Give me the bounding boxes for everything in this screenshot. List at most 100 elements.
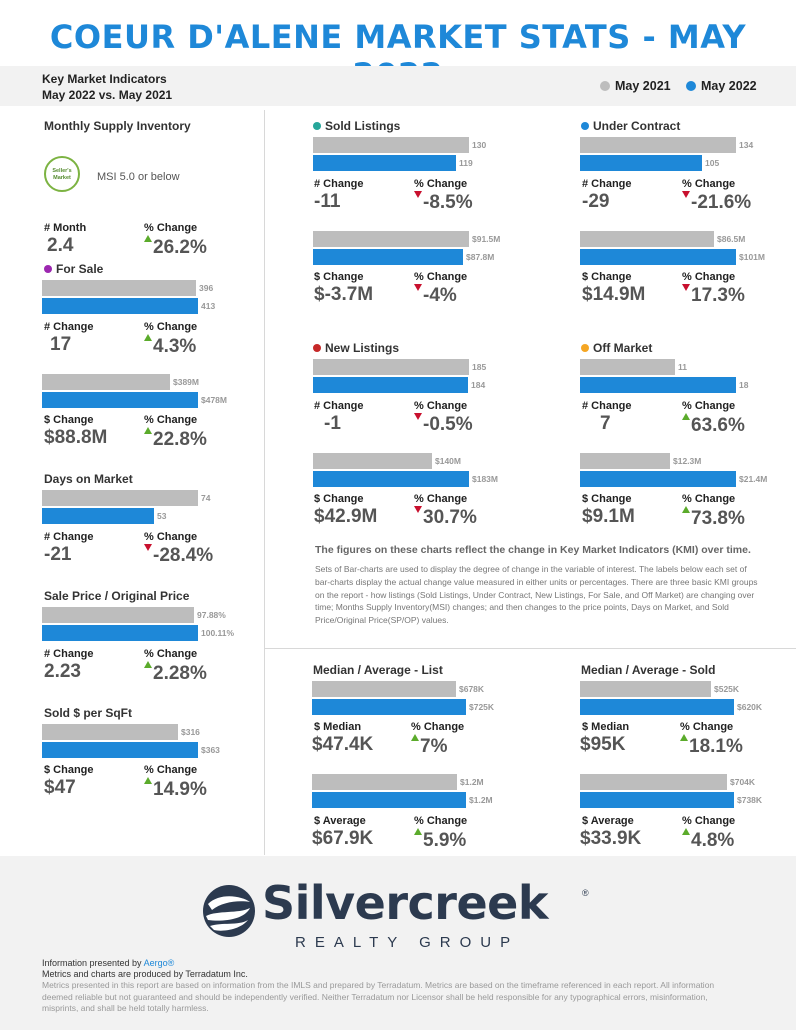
- sp-op-2022: 100.11%: [201, 628, 235, 638]
- list-avg-pct-label: % Change: [414, 815, 468, 827]
- legend-dot-2021: [600, 81, 610, 91]
- sold-dollar-bar-2022: [313, 249, 463, 265]
- sold-dollar-pct-label: % Change: [414, 271, 468, 283]
- sold-count-bar-2022: [313, 155, 456, 171]
- sold-median-bar-2021: [580, 681, 711, 697]
- badge-text: Seller's Market: [52, 168, 72, 181]
- footer: Silvercreek ® REALTY GROUP Information p…: [0, 856, 796, 1030]
- for-sale-dollar-bar-2021: [42, 374, 170, 390]
- nl-dollar-bar-2022: [313, 471, 469, 487]
- dom-title: Days on Market: [44, 472, 133, 486]
- sold-median-label: $ Median: [582, 721, 630, 733]
- nl-count-pct-label: % Change: [414, 400, 468, 412]
- sqft-change: $47: [44, 777, 76, 798]
- up-arrow-icon: [682, 413, 690, 420]
- notes-body: Sets of Bar-charts are used to display t…: [315, 564, 758, 626]
- uc-count-2021: 134: [739, 140, 754, 150]
- dom-2022: 53: [157, 511, 167, 521]
- sold-median-change: $95K: [580, 734, 626, 755]
- down-arrow-icon: [414, 191, 422, 198]
- om-count-change-label: # Change: [582, 400, 632, 412]
- nl-dollar-2021: $140M: [435, 456, 461, 466]
- kmi-period: May 2022 vs. May 2021: [42, 88, 173, 102]
- list-median-2021: $678K: [459, 684, 485, 694]
- list-price-title: Median / Average - List: [313, 663, 443, 677]
- sub-header: Key Market Indicators May 2022 vs. May 2…: [0, 66, 796, 106]
- down-arrow-icon: [682, 284, 690, 291]
- logo-wordmark: Silvercreek: [262, 876, 548, 930]
- nl-dollar-pct: 30.7%: [414, 506, 477, 529]
- om-dollar-2021: $12.3M: [673, 456, 702, 466]
- sqft-bar-2022: [42, 742, 198, 758]
- list-avg-change: $67.9K: [312, 828, 374, 849]
- sp-op-change: 2.23: [44, 661, 81, 682]
- nl-count-bar-2021: [313, 359, 469, 375]
- sold-avg-bar-2021: [580, 774, 727, 790]
- new-listings-title: New Listings: [313, 341, 399, 355]
- uc-count-pct: -21.6%: [682, 191, 751, 214]
- notes-heading: The figures on these charts reflect the …: [315, 544, 751, 556]
- om-count-2022: 18: [739, 380, 749, 390]
- om-dollar-2022: $21.4M: [739, 474, 768, 484]
- nl-dollar-change: $42.9M: [314, 506, 378, 527]
- sp-op-pct-label: % Change: [144, 648, 198, 660]
- sold-count-bar-2021: [313, 137, 469, 153]
- msi-month-value: 2.4: [47, 235, 74, 256]
- for-sale-count-change: 17: [50, 334, 72, 355]
- new-listings-dot: [313, 344, 321, 352]
- up-arrow-icon: [411, 734, 419, 741]
- horizontal-divider: [265, 648, 796, 649]
- sold-median-2021: $525K: [714, 684, 740, 694]
- for-sale-dollar-pct: 22.8%: [144, 427, 207, 451]
- uc-dollar-pct-label: % Change: [682, 271, 736, 283]
- uc-count-2022: 105: [705, 158, 720, 168]
- kmi-heading: Key Market Indicators: [42, 72, 167, 86]
- presented-by: Information presented by Aergo®: [42, 958, 175, 968]
- sold-dot: [313, 122, 321, 130]
- nl-dollar-change-label: $ Change: [314, 493, 364, 505]
- uc-count-bar-2022: [580, 155, 702, 171]
- uc-count-bar-2021: [580, 137, 736, 153]
- nl-dollar-pct-label: % Change: [414, 493, 468, 505]
- sqft-2021: $316: [181, 727, 200, 737]
- up-arrow-icon: [144, 777, 152, 784]
- sqft-2022: $363: [201, 745, 220, 755]
- under-contract-dot: [581, 122, 589, 130]
- for-sale-dollar-bar-2022: [42, 392, 198, 408]
- for-sale-dollar-2021: $389M: [173, 377, 199, 387]
- om-dollar-bar-2021: [580, 453, 670, 469]
- msi-title: Monthly Supply Inventory: [44, 119, 191, 133]
- vertical-divider: [264, 110, 265, 855]
- up-arrow-icon: [680, 734, 688, 741]
- list-avg-2021: $1.2M: [460, 777, 484, 787]
- under-contract-title: Under Contract: [581, 119, 680, 133]
- list-avg-label: $ Average: [314, 815, 366, 827]
- sold-count-2022: 119: [459, 158, 473, 168]
- msi-pct: 26.2%: [144, 235, 207, 259]
- for-sale-count-change-label: # Change: [44, 321, 94, 333]
- for-sale-title: For Sale: [44, 262, 103, 276]
- up-arrow-icon: [414, 828, 422, 835]
- sellers-market-badge: Seller's Market: [44, 156, 80, 192]
- dom-2021: 74: [201, 493, 211, 503]
- off-market-dot: [581, 344, 589, 352]
- down-arrow-icon: [682, 191, 690, 198]
- sqft-title: Sold $ per SqFt: [44, 706, 133, 720]
- for-sale-dollar-pct-label: % Change: [144, 414, 198, 426]
- down-arrow-icon: [414, 284, 422, 291]
- sold-avg-pct-label: % Change: [682, 815, 736, 827]
- om-dollar-pct-label: % Change: [682, 493, 736, 505]
- msi-month-label: # Month: [44, 222, 87, 234]
- uc-count-pct-label: % Change: [682, 178, 736, 190]
- sold-avg-2021: $704K: [730, 777, 756, 787]
- sqft-pct: 14.9%: [144, 777, 207, 801]
- sp-op-2021: 97.88%: [197, 610, 226, 620]
- aergo-link[interactable]: Aergo®: [143, 958, 175, 968]
- uc-dollar-change: $14.9M: [582, 284, 646, 305]
- sold-median-pct: 18.1%: [680, 734, 743, 758]
- list-avg-bar-2022: [312, 792, 466, 808]
- sold-dollar-pct: -4%: [414, 284, 457, 307]
- sp-op-title: Sale Price / Original Price: [44, 589, 190, 603]
- down-arrow-icon: [414, 413, 422, 420]
- dom-bar-2022: [42, 508, 154, 524]
